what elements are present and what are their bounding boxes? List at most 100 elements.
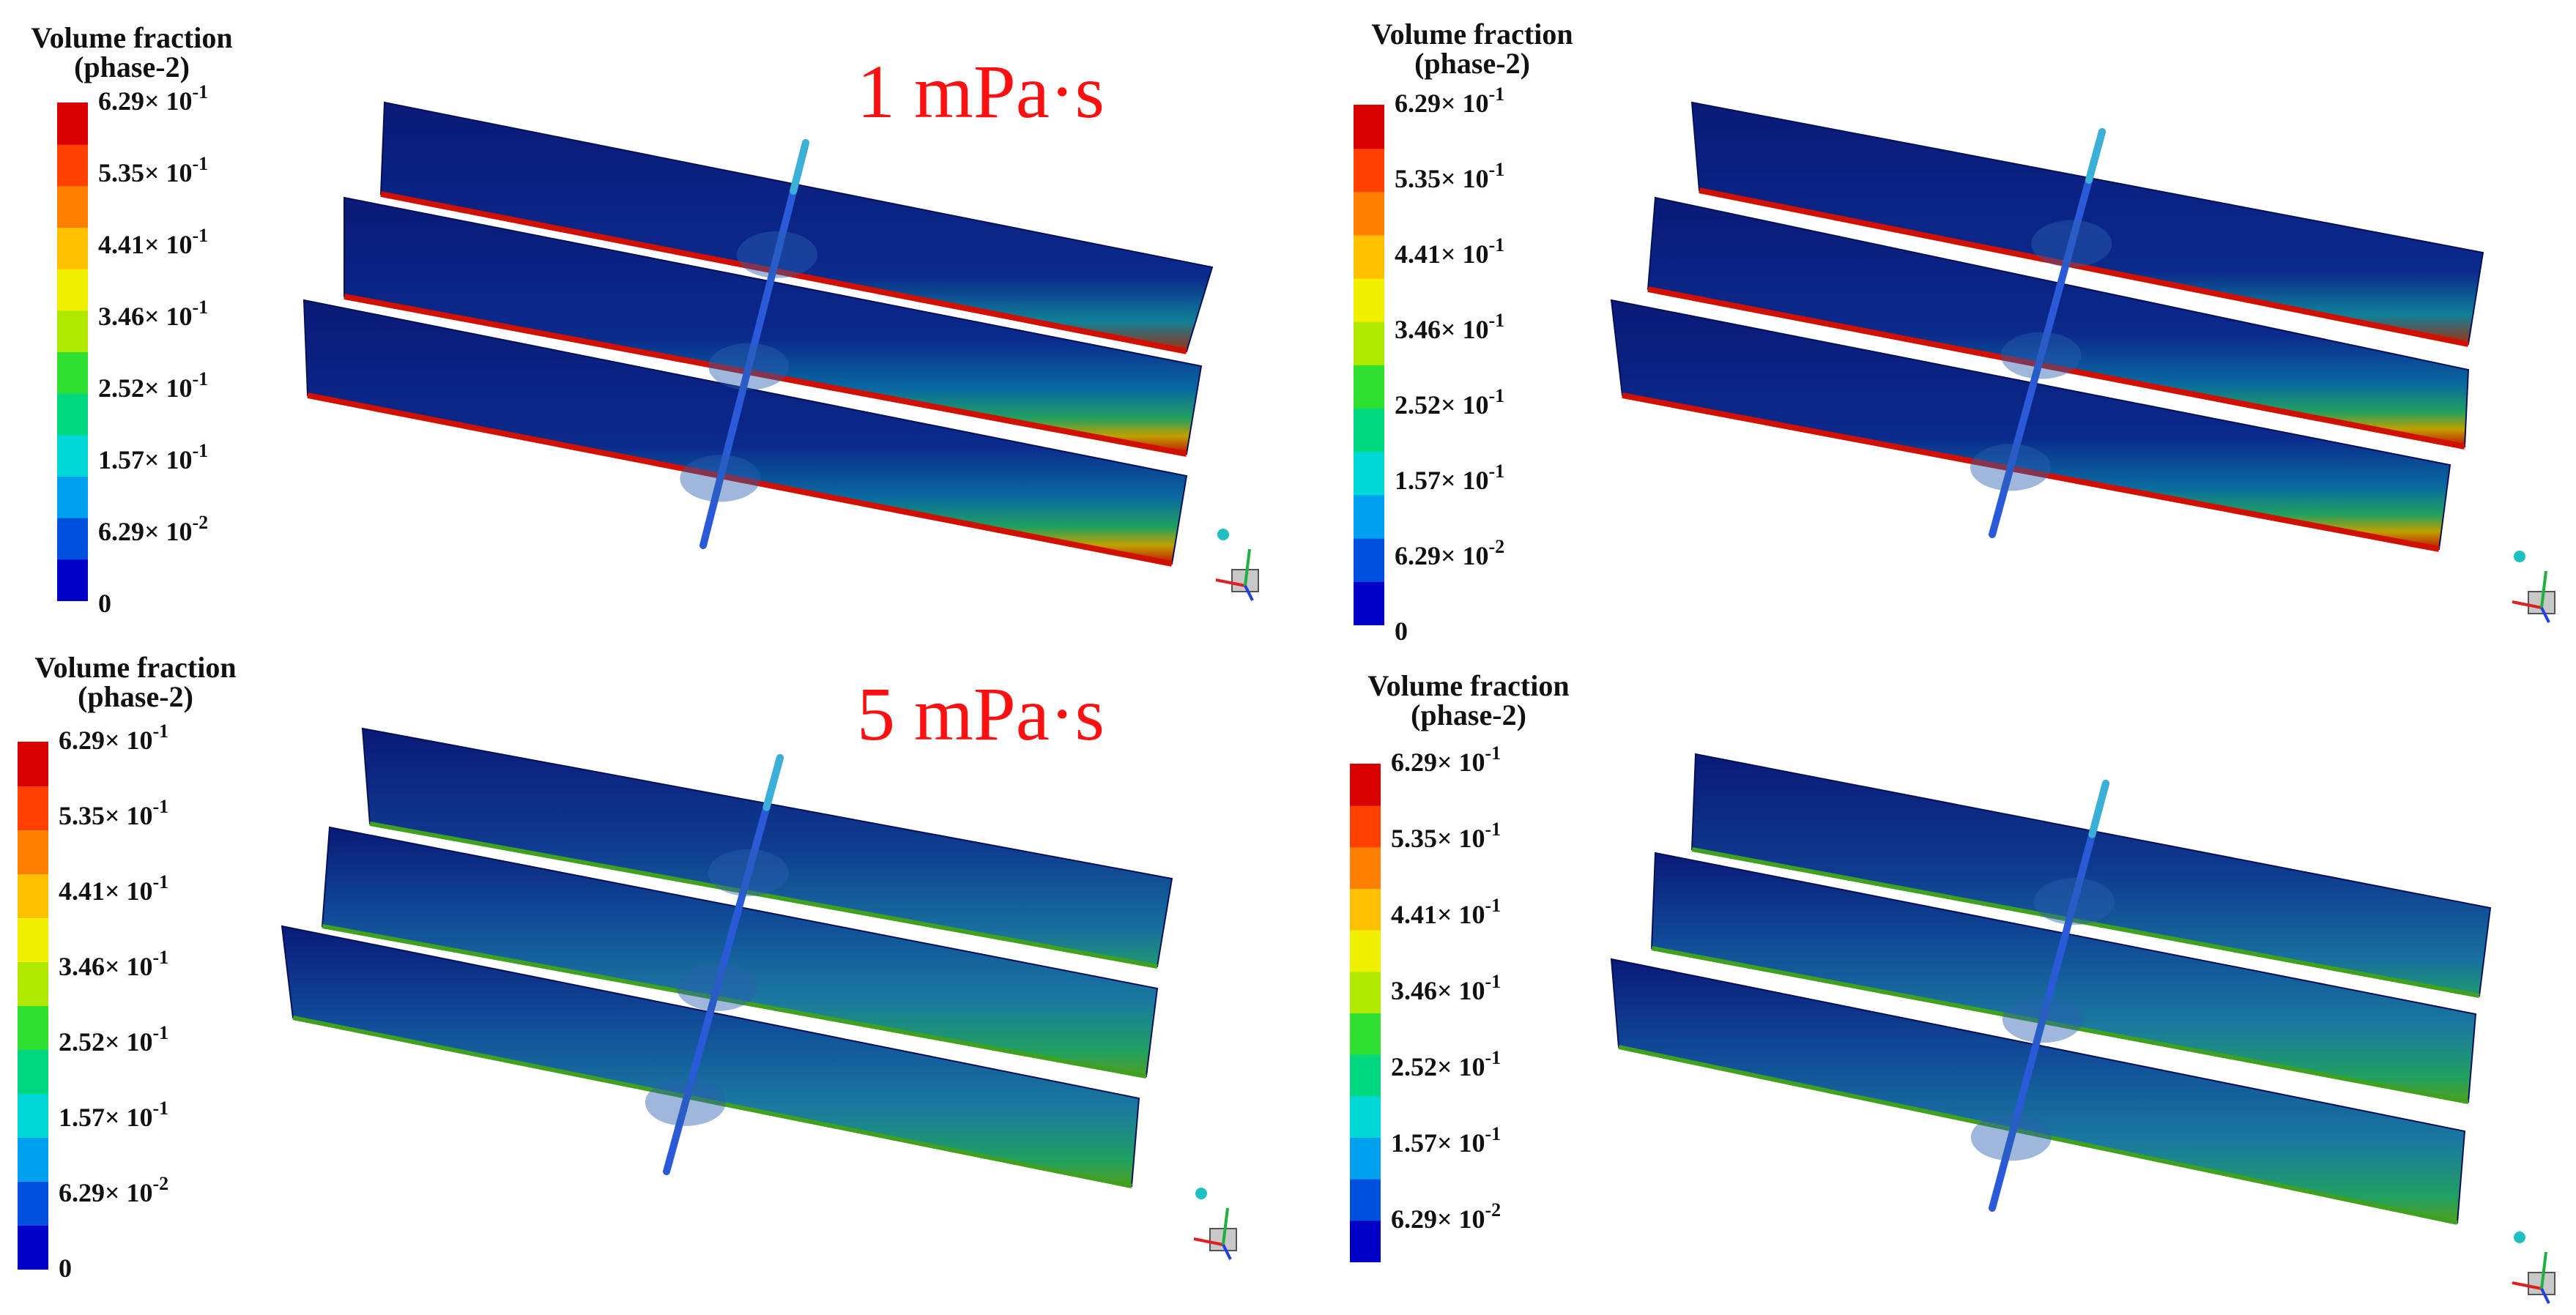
legend-subtitle: (phase-2) <box>1411 699 1526 731</box>
colorbar-segment <box>1350 764 1381 806</box>
colorbar <box>1354 105 1384 625</box>
colorbar-segment <box>1350 888 1381 931</box>
colorbar-segment <box>57 392 88 436</box>
legend-tick-label: 5.35× 10-1 <box>1391 819 1501 853</box>
colorbar-segment <box>18 1181 48 1226</box>
colorbar-segment <box>57 144 88 187</box>
colorbar-segment <box>18 1049 48 1094</box>
colorbar-segment <box>1350 929 1381 972</box>
condition-label: 1 mPa·s <box>857 50 1105 134</box>
colorbar-segment <box>1350 1137 1381 1180</box>
colorbar-segment <box>1350 805 1381 848</box>
colorbar-segment <box>18 742 48 786</box>
plume <box>2000 332 2082 379</box>
legend-title: Volume fraction <box>34 651 236 684</box>
orientation-triad-icon <box>2512 1232 2555 1304</box>
legend-tick-label: 1.57× 10-1 <box>1395 461 1504 495</box>
colorbar-segment <box>57 559 88 601</box>
condition-label: 5 mPa·s <box>857 672 1105 756</box>
injection-pipe-top <box>2085 128 2106 184</box>
colorbar-segment <box>18 961 48 1006</box>
legend: Volume fraction(phase-2)6.29× 10-15.35× … <box>31 21 232 618</box>
plume <box>708 849 789 896</box>
legend-tick-label: 1.57× 10-1 <box>59 1098 168 1132</box>
panel-4: Volume fraction(phase-2) 6.29× 10-1 5.35× … <box>1350 669 2555 1304</box>
colorbar-segment <box>1350 1095 1381 1138</box>
legend-tick-label: 4.41× 10-1 <box>98 225 208 259</box>
legend-tick-label: 6.29× 10-1 <box>1391 742 1501 777</box>
plume <box>645 1079 726 1126</box>
legend-tick-label: 1.57× 10-1 <box>98 440 208 474</box>
plume <box>737 231 818 278</box>
legend-tick-label: 2.52× 10-1 <box>98 368 208 403</box>
orientation-triad-icon <box>1215 529 1259 601</box>
legend-subtitle: (phase-2) <box>78 680 193 713</box>
injection-pipe-top <box>790 139 809 195</box>
sediment-edge <box>1651 946 2469 1104</box>
legend-tick-label: 0 <box>1395 616 1408 646</box>
plume <box>2002 996 2083 1043</box>
plume <box>1970 444 2051 491</box>
plume <box>676 964 757 1011</box>
colorbar <box>1350 764 1381 1262</box>
colorbar-segment <box>18 1137 48 1182</box>
legend-tick-label: 6.29× 10-1 <box>59 720 168 755</box>
colorbar-segment <box>18 1093 48 1138</box>
sediment-edge <box>292 1016 1132 1188</box>
legend-tick-label: 4.41× 10-1 <box>1395 234 1504 269</box>
colorbar-segment <box>1354 148 1384 193</box>
legend-title: Volume fraction <box>1371 18 1573 51</box>
legend-tick-label: 5.35× 10-1 <box>1395 159 1504 193</box>
orientation-triad-icon <box>1193 1188 1237 1260</box>
colorbar <box>18 742 48 1270</box>
legend-tick-label: 3.46× 10-1 <box>59 947 168 981</box>
colorbar-segment <box>1350 1178 1381 1221</box>
legend-tick-label: 5.35× 10-1 <box>98 153 208 187</box>
colorbar-segment <box>18 1225 48 1270</box>
colorbar-segment <box>57 351 88 394</box>
legend-tick-label: 2.52× 10-1 <box>1391 1047 1501 1081</box>
colorbar-segment <box>57 517 88 560</box>
legend-tick-label: 0 <box>98 589 111 618</box>
legend-subtitle: (phase-2) <box>74 51 190 83</box>
legend: Volume fraction(phase-2) 6.29× 10-1 5.35× … <box>1350 669 1570 1262</box>
legend-tick-label: 4.41× 10-1 <box>59 871 168 906</box>
sediment-edge <box>344 294 1187 457</box>
panel-1: Volume fraction(phase-2)6.29× 10-1 5.35× … <box>31 21 1259 618</box>
legend-tick-label: 3.46× 10-1 <box>1395 310 1504 344</box>
legend-subtitle: (phase-2) <box>1414 47 1530 80</box>
colorbar-segment <box>1354 365 1384 409</box>
sediment-edge <box>1691 847 2480 998</box>
colorbar-segment <box>57 434 88 477</box>
injection-pipe-top <box>762 754 784 811</box>
sediment-edge <box>1618 1045 2458 1225</box>
legend-tick-label: 3.46× 10-1 <box>98 297 208 331</box>
injection-pipe <box>1989 128 2106 538</box>
legend-title: Volume fraction <box>1367 669 1569 702</box>
legend-tick-label: 0 <box>59 1253 72 1283</box>
legend: Volume fraction(phase-2)6.29× 10-15.35× … <box>18 651 237 1283</box>
sediment-edge <box>322 924 1147 1079</box>
colorbar-segment <box>1354 277 1384 322</box>
colorbar-segment <box>1350 1013 1381 1055</box>
sediment-edge <box>1622 392 2440 552</box>
legend-tick-label: 1.57× 10-1 <box>1391 1123 1501 1158</box>
legend-tick-label: 6.29× 10-1 <box>98 81 208 116</box>
panel-2: Volume fraction(phase-2)6.29× 10-1 5.35× … <box>1354 18 2555 646</box>
colorbar-segment <box>18 873 48 918</box>
colorbar-segment <box>1354 191 1384 236</box>
colorbar-segment <box>18 917 48 962</box>
injection-pipe <box>699 139 809 549</box>
legend-tick-label: 4.41× 10-1 <box>1391 895 1501 929</box>
colorbar-segment <box>1350 1054 1381 1097</box>
legend-tick-label: 6.29× 10-2 <box>59 1173 168 1207</box>
colorbar-segment <box>1350 971 1381 1013</box>
plume <box>2033 878 2115 925</box>
legend-tick-label: 6.29× 10-2 <box>98 512 208 546</box>
colorbar-segment <box>57 185 88 228</box>
sediment-edge <box>369 822 1158 969</box>
sediment-edge <box>307 392 1173 567</box>
legend-tick-label: 2.52× 10-1 <box>59 1022 168 1057</box>
legend-tick-label: 6.29× 10-2 <box>1395 536 1504 570</box>
